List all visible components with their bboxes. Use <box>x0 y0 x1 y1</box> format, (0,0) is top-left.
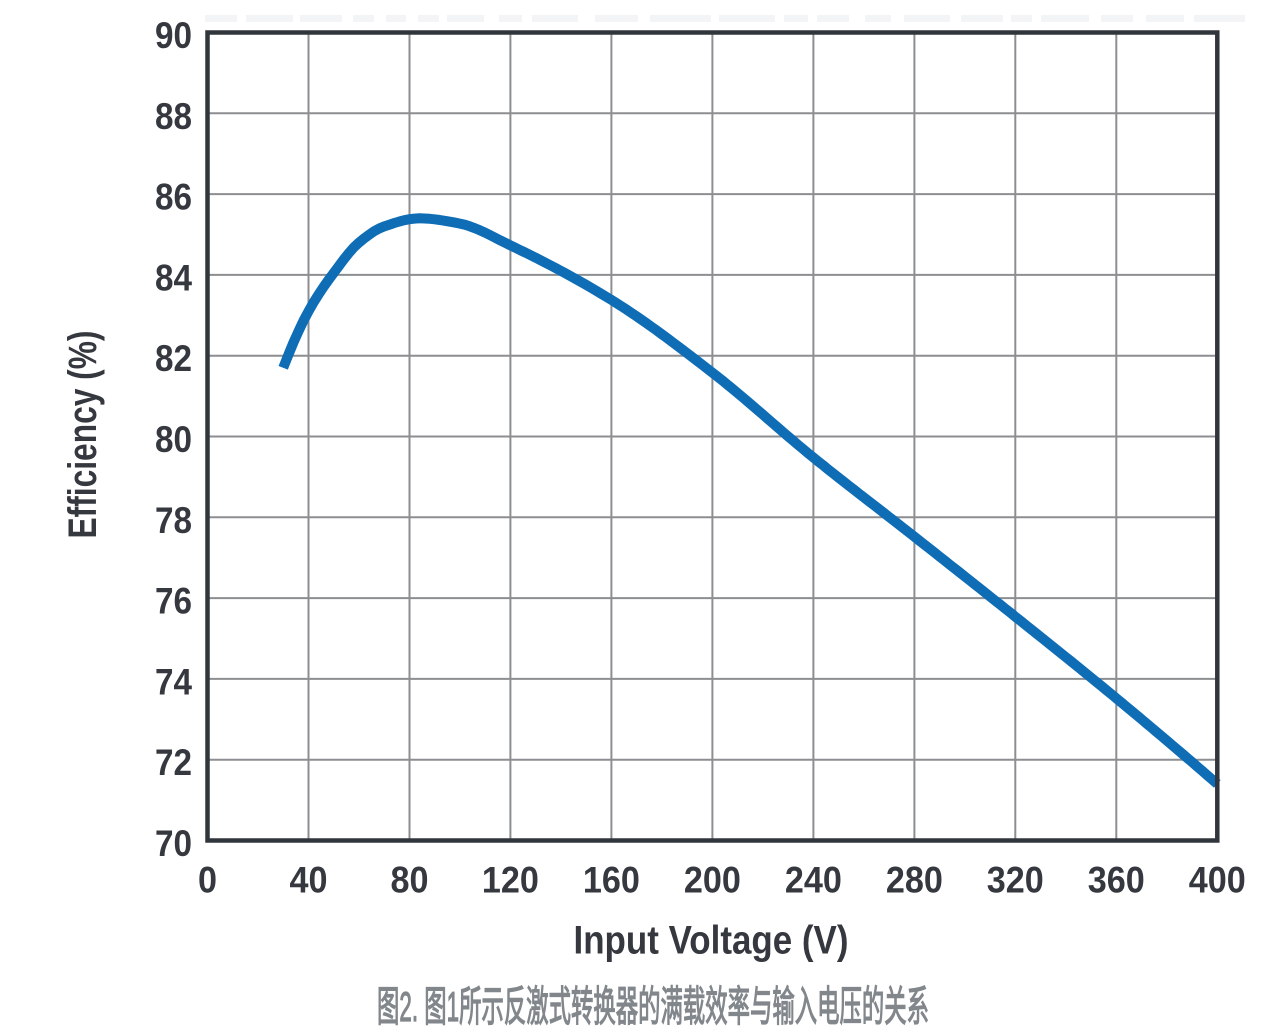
svg-text:84: 84 <box>155 257 192 298</box>
svg-text:280: 280 <box>886 860 943 901</box>
svg-text:200: 200 <box>684 860 741 901</box>
svg-text:86: 86 <box>155 177 192 218</box>
svg-text:400: 400 <box>1189 860 1246 901</box>
svg-text:120: 120 <box>482 860 539 901</box>
svg-text:80: 80 <box>155 419 192 460</box>
svg-text:40: 40 <box>290 860 328 901</box>
svg-text:70: 70 <box>155 823 192 864</box>
svg-text:320: 320 <box>987 860 1044 901</box>
svg-text:图2. 图1所示反激式转换器的满载效率与输入电压的关系: 图2. 图1所示反激式转换器的满载效率与输入电压的关系 <box>377 983 929 1030</box>
svg-text:80: 80 <box>391 860 429 901</box>
svg-text:82: 82 <box>155 338 192 379</box>
svg-text:72: 72 <box>155 742 192 783</box>
svg-text:88: 88 <box>155 96 192 137</box>
svg-text:240: 240 <box>785 860 842 901</box>
svg-text:360: 360 <box>1088 860 1145 901</box>
svg-text:160: 160 <box>583 860 640 901</box>
svg-text:78: 78 <box>155 500 192 541</box>
svg-text:90: 90 <box>155 15 192 56</box>
svg-text:74: 74 <box>155 661 192 702</box>
svg-text:Efficiency (%): Efficiency (%) <box>61 331 105 539</box>
svg-text:0: 0 <box>198 860 217 901</box>
svg-text:76: 76 <box>155 581 192 622</box>
svg-text:Input Voltage (V): Input Voltage (V) <box>574 919 849 963</box>
